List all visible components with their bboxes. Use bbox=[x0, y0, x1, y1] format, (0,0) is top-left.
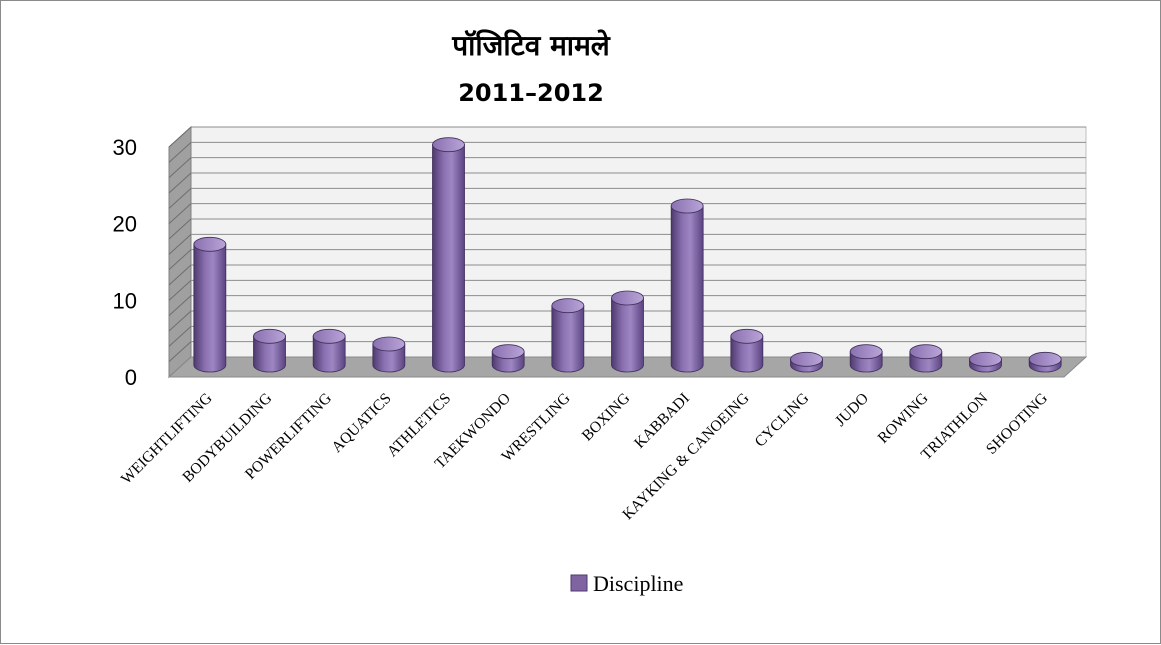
bar bbox=[312, 328, 346, 373]
x-tick-label: SHOOTING bbox=[983, 390, 1051, 458]
y-axis: 0 10 20 30 bbox=[113, 135, 137, 390]
bar-top bbox=[1028, 351, 1062, 367]
bar-top bbox=[730, 328, 764, 344]
y-tick-label: 0 bbox=[125, 365, 137, 390]
bar-top bbox=[611, 290, 644, 306]
bar-top bbox=[491, 344, 525, 360]
bar-body bbox=[253, 335, 286, 373]
bar-top bbox=[372, 336, 406, 352]
bar bbox=[372, 336, 406, 373]
bar-top bbox=[432, 137, 465, 153]
bar-body bbox=[372, 343, 406, 373]
side-gridline bbox=[168, 264, 192, 286]
x-tick-label: KAYKING & CANOEING bbox=[619, 390, 752, 523]
side-gridline bbox=[168, 310, 192, 332]
bar bbox=[491, 344, 525, 373]
y-tick-label: 20 bbox=[113, 212, 137, 237]
bar-top bbox=[969, 351, 1002, 367]
x-tick-label: KABBADI bbox=[631, 390, 693, 452]
bar bbox=[1028, 351, 1062, 373]
x-tick-label: ROWING bbox=[875, 390, 932, 447]
chart-subtitle: 2011–2012 bbox=[458, 79, 604, 107]
bar bbox=[790, 351, 823, 373]
legend-label: Discipline bbox=[593, 571, 683, 596]
chart-title: पॉजिटिव मामले bbox=[451, 29, 611, 62]
bar-body bbox=[730, 335, 764, 373]
bar-body bbox=[312, 335, 346, 373]
bar-top bbox=[312, 328, 346, 344]
bar-top bbox=[909, 344, 943, 360]
side-gridline bbox=[168, 325, 192, 347]
bar-body bbox=[432, 144, 465, 373]
x-tick-label: CYCLING bbox=[752, 390, 813, 451]
bar-top bbox=[193, 236, 227, 252]
bar bbox=[909, 344, 943, 373]
bar bbox=[432, 137, 465, 373]
side-gridline bbox=[168, 203, 192, 225]
side-gridline bbox=[168, 172, 192, 194]
bar-top bbox=[670, 198, 704, 214]
bar-top bbox=[253, 328, 286, 344]
bar bbox=[730, 328, 764, 373]
x-axis: WEIGHTLIFTINGBODYBUILDINGPOWERLIFTINGAQU… bbox=[118, 390, 1051, 523]
side-gridline bbox=[168, 341, 192, 363]
side-gridline bbox=[168, 295, 192, 317]
bar bbox=[193, 236, 227, 373]
side-gridline bbox=[168, 233, 192, 255]
bar bbox=[969, 351, 1002, 373]
side-gridline bbox=[168, 279, 192, 301]
side-gridline bbox=[168, 141, 192, 163]
bar-top bbox=[551, 298, 585, 314]
y-tick-label: 10 bbox=[113, 288, 137, 313]
legend-swatch bbox=[570, 574, 588, 592]
legend: Discipline bbox=[570, 571, 683, 596]
bar-body bbox=[670, 205, 704, 373]
bar bbox=[849, 344, 883, 373]
bar bbox=[670, 198, 704, 373]
bar-top bbox=[849, 344, 883, 360]
bar-body bbox=[551, 305, 585, 373]
bar bbox=[551, 298, 585, 373]
bar-body bbox=[611, 297, 644, 373]
y-tick-label: 30 bbox=[113, 135, 137, 160]
side-gridline bbox=[168, 157, 192, 179]
bar bbox=[611, 290, 644, 373]
side-gridline bbox=[168, 187, 192, 209]
bar bbox=[253, 328, 286, 373]
x-tick-label: JUDO bbox=[832, 390, 872, 430]
side-gridline bbox=[168, 249, 192, 271]
side-gridline bbox=[168, 218, 192, 240]
bar-top bbox=[790, 351, 823, 367]
bar-body bbox=[193, 243, 227, 373]
bars bbox=[193, 137, 1062, 373]
x-tick-label: BOXING bbox=[579, 390, 634, 445]
side-gridline bbox=[168, 126, 192, 148]
